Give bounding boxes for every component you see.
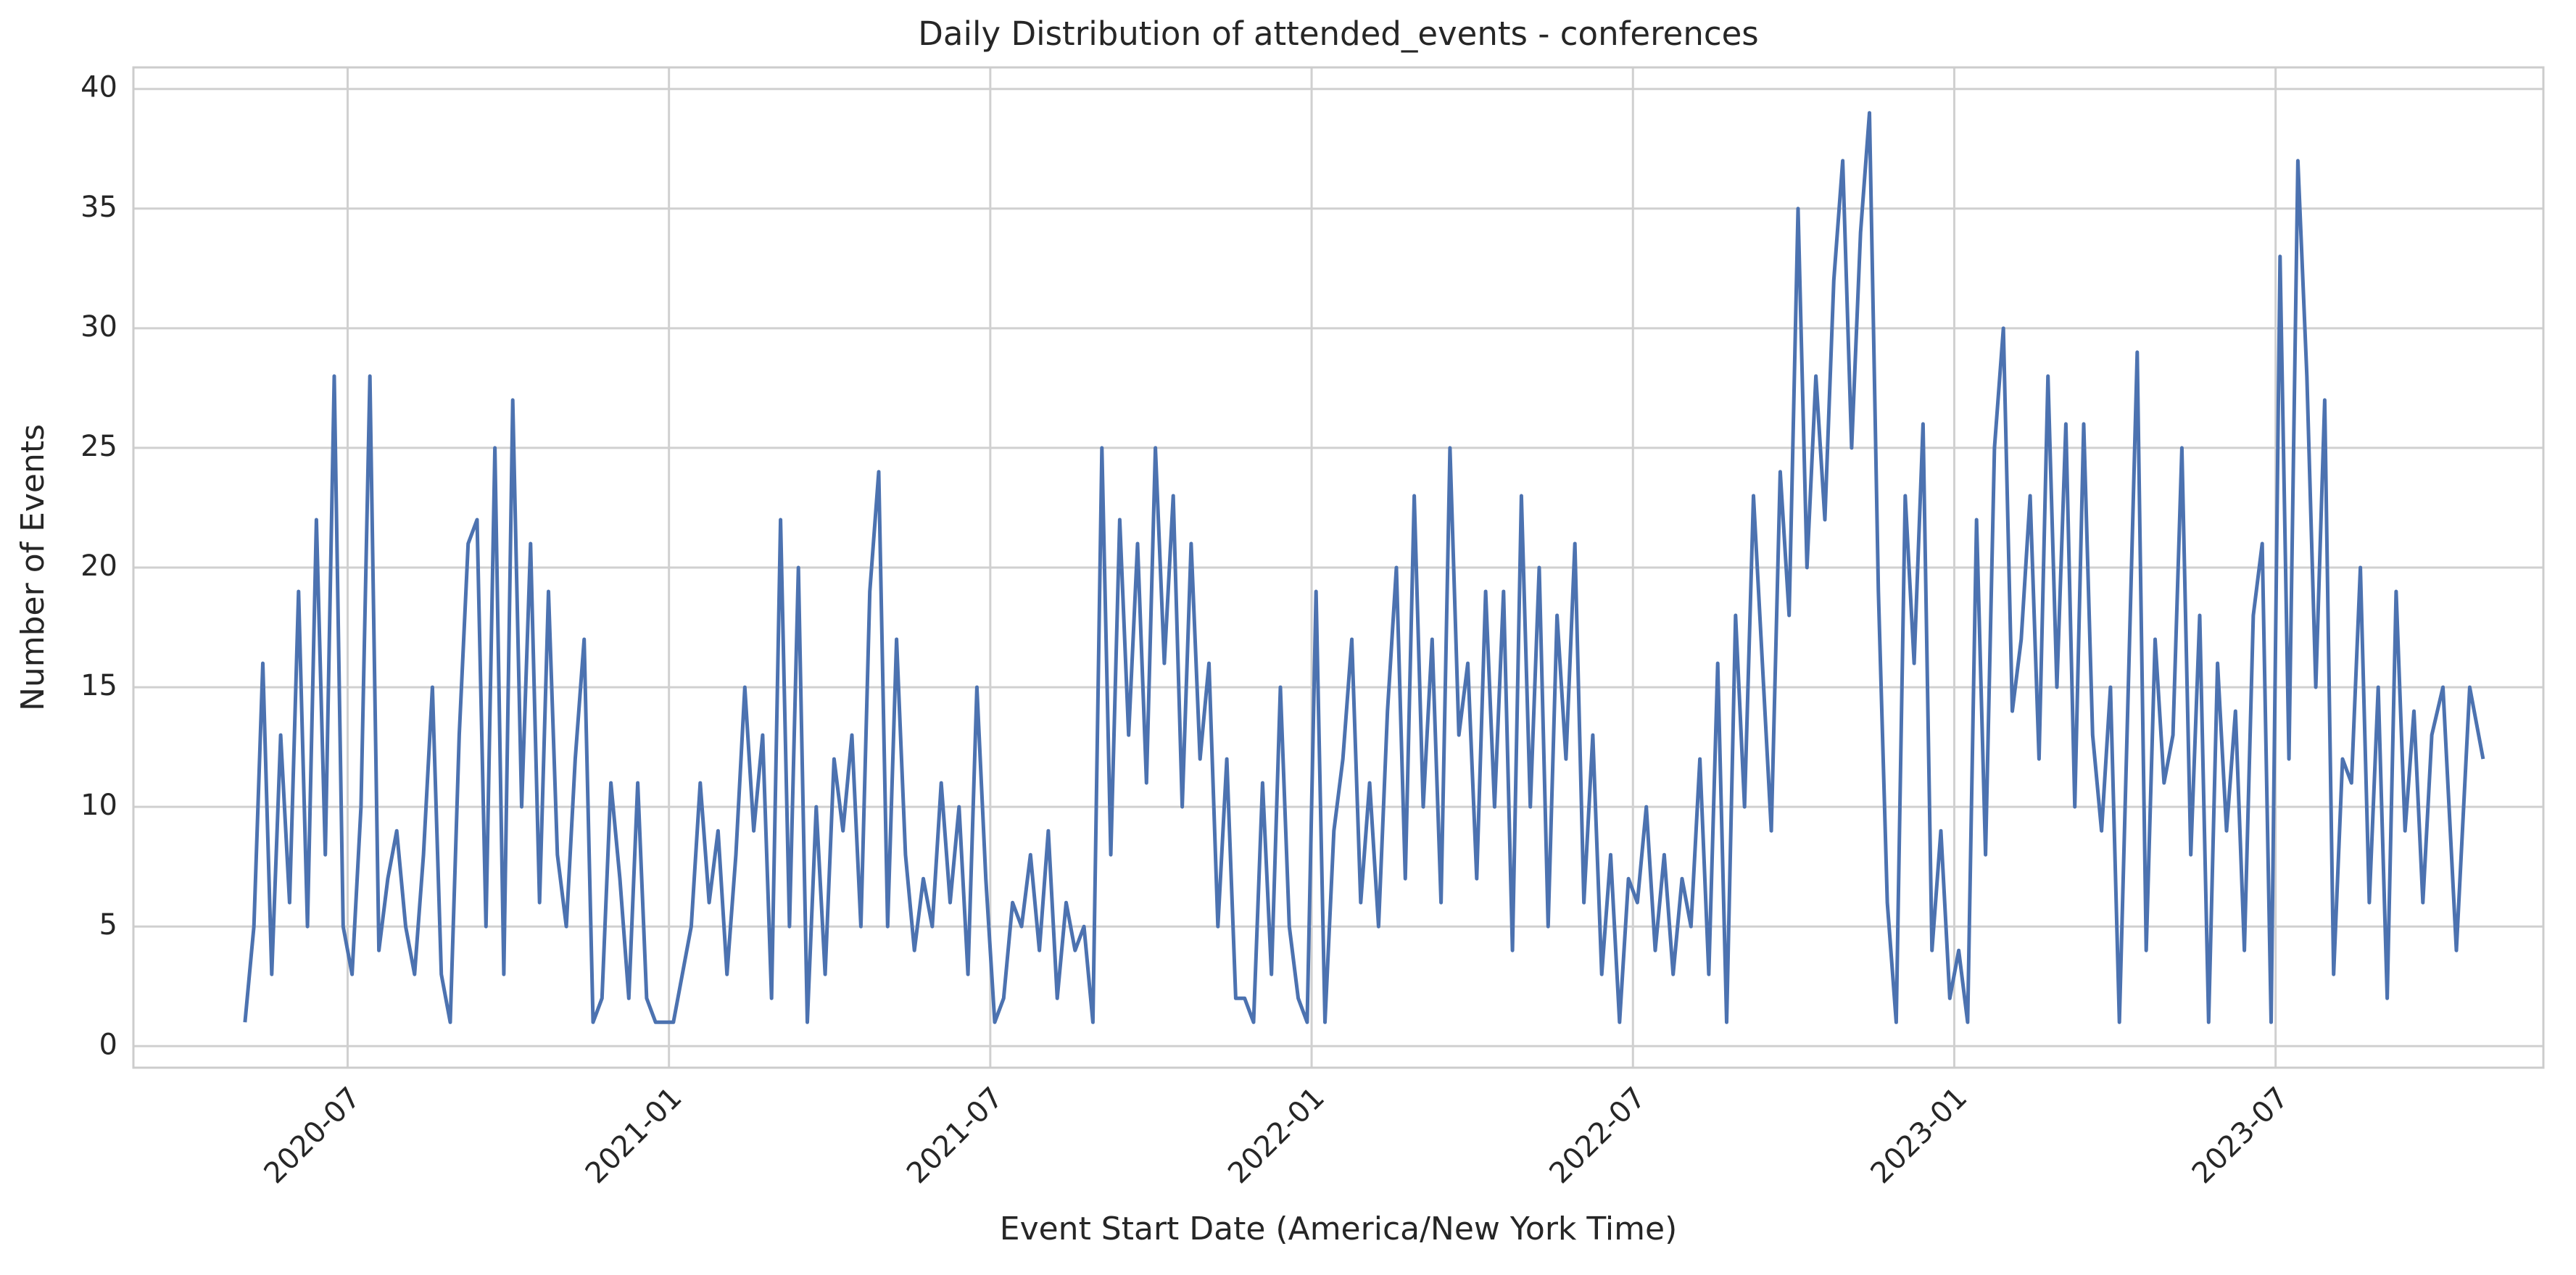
y-tick-label: 5 — [99, 908, 117, 942]
y-tick-label: 25 — [80, 430, 117, 463]
y-tick-label: 20 — [80, 549, 117, 583]
y-tick-label: 30 — [80, 310, 117, 344]
x-tick-label: 2023-07 — [2186, 1081, 2295, 1190]
y-tick-label: 10 — [80, 789, 117, 822]
y-tick-label: 40 — [80, 71, 117, 104]
x-tick-label: 2020-07 — [258, 1081, 368, 1190]
y-tick-label: 35 — [80, 191, 117, 224]
y-tick-label: 15 — [80, 669, 117, 702]
x-axis-label: Event Start Date (America/New York Time) — [1000, 1210, 1677, 1247]
chart-title: Daily Distribution of attended_events - … — [918, 14, 1758, 53]
x-tick-label: 2021-07 — [900, 1081, 1010, 1190]
x-tick-label: 2022-07 — [1543, 1081, 1652, 1190]
plot-frame — [132, 66, 2545, 1069]
x-tick-label: 2021-01 — [579, 1081, 689, 1190]
x-tick-label: 2023-01 — [1865, 1081, 1974, 1190]
x-tick-label: 2022-01 — [1222, 1081, 1331, 1190]
y-axis-label: Number of Events — [15, 424, 51, 711]
data-line — [243, 111, 2485, 1024]
y-tick-label: 0 — [99, 1028, 117, 1061]
